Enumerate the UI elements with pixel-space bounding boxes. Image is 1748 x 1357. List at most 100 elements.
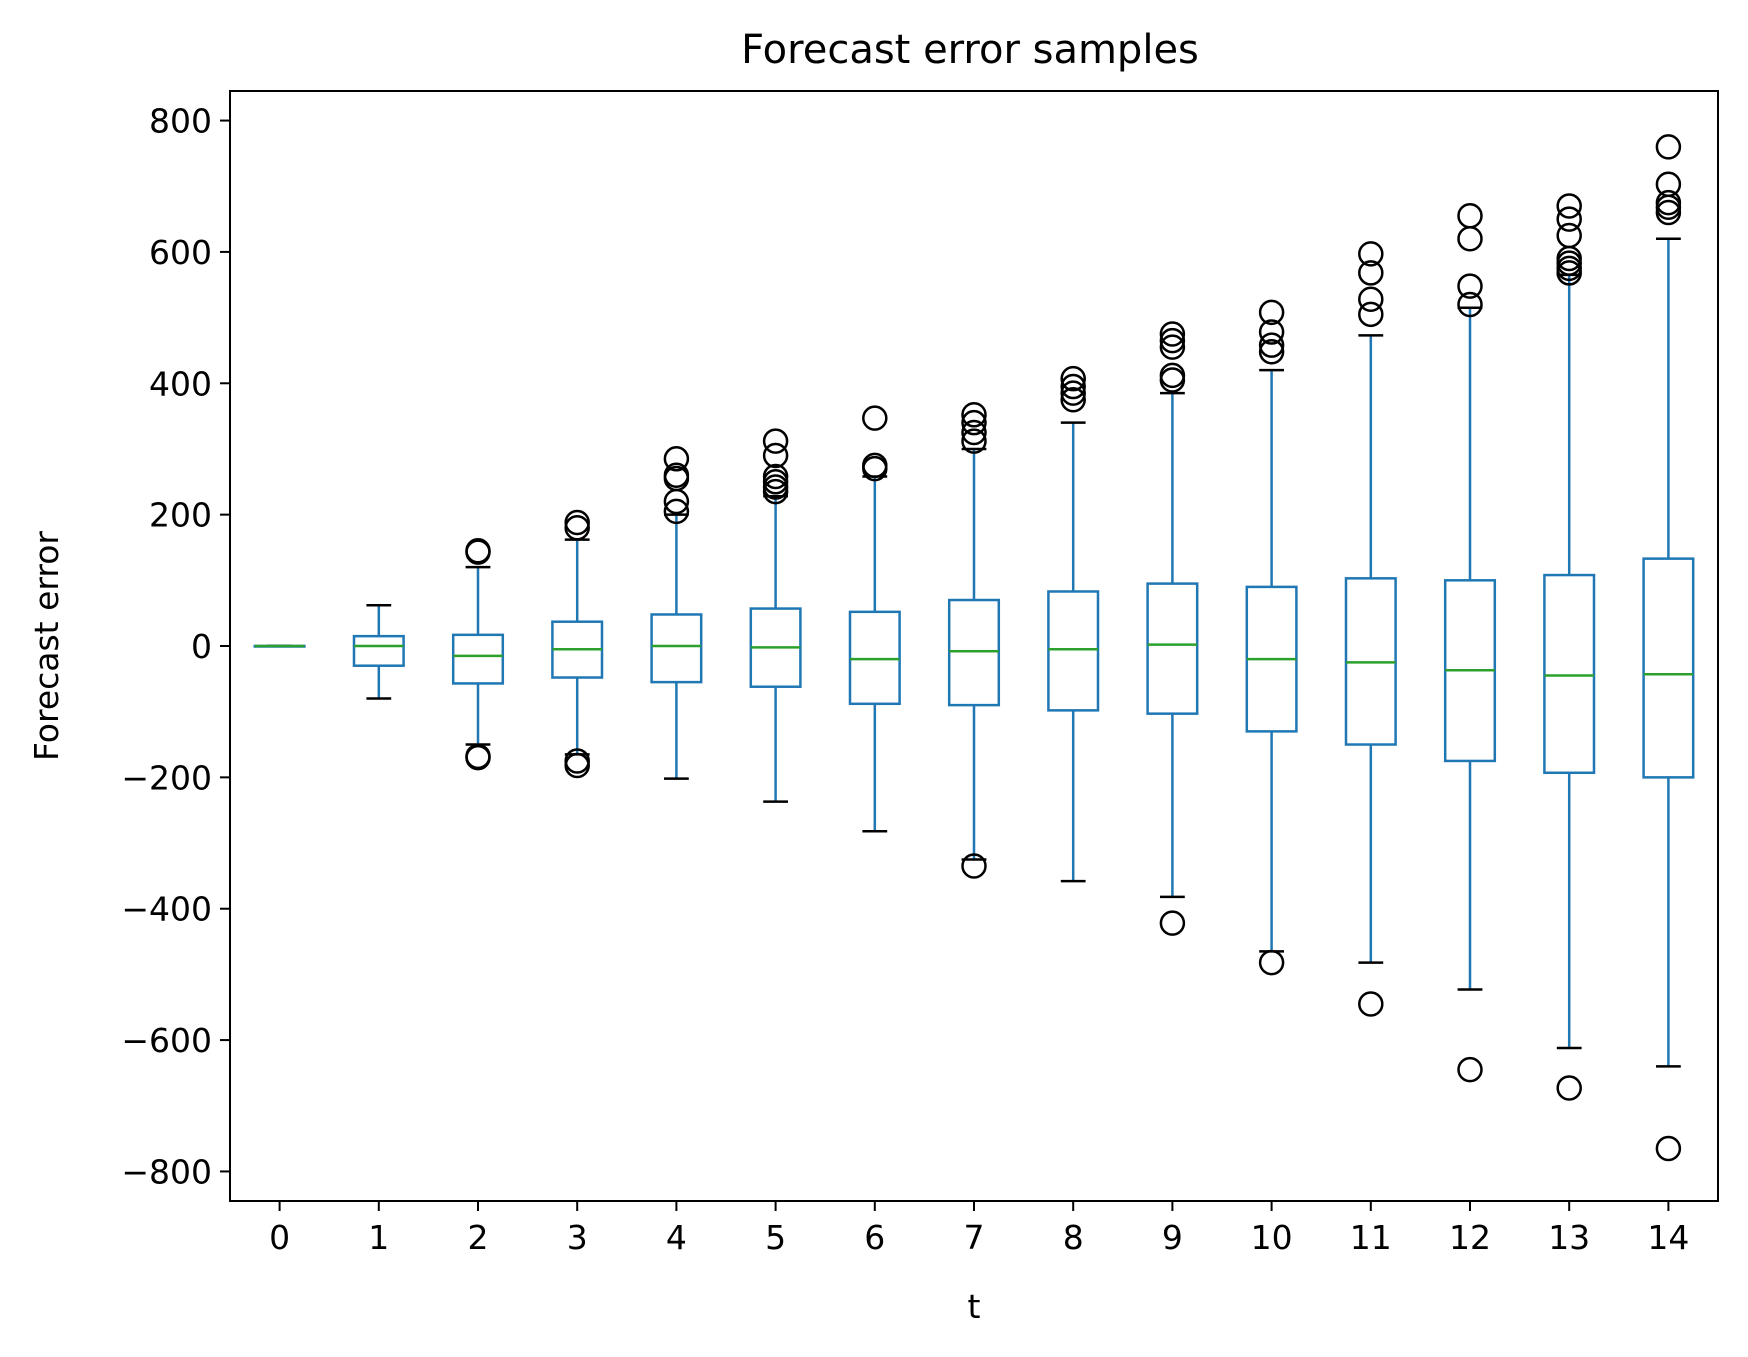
outlier-point: [1655, 134, 1682, 160]
plot-marks: [253, 134, 1695, 1162]
box-group-t-5: [749, 428, 802, 803]
outlier-point: [961, 428, 987, 454]
outlier-point: [465, 744, 491, 771]
outlier-point: [1457, 1056, 1483, 1083]
box-group-t-6: [848, 405, 901, 833]
outlier-point: [961, 409, 987, 436]
x-tick-label: 4: [666, 1218, 687, 1257]
outlier-point: [1159, 362, 1186, 389]
outlier-point: [663, 446, 690, 472]
box-group-t-9: [1146, 321, 1199, 936]
x-tick-label: 3: [567, 1218, 588, 1257]
box: [1642, 557, 1695, 779]
y-tick-label: −200: [121, 758, 212, 797]
outlier-point: [564, 752, 590, 779]
x-tick-label: 9: [1162, 1218, 1183, 1257]
outlier-point: [663, 498, 690, 525]
box: [947, 598, 1001, 707]
outlier-point: [1258, 319, 1285, 345]
box-group-t-8: [1047, 365, 1100, 883]
outlier-point: [1457, 291, 1483, 318]
y-axis-label: Forecast error: [27, 531, 66, 761]
outlier-point: [1457, 203, 1483, 229]
outlier-point: [1556, 193, 1582, 219]
outlier-point: [1258, 332, 1285, 358]
box-group-t-14: [1642, 134, 1695, 1162]
box-group-t-0: [253, 644, 306, 648]
outlier-point: [1358, 286, 1384, 312]
box-group-t-13: [1543, 193, 1596, 1101]
outlier-point: [1159, 321, 1186, 347]
chart-title: Forecast error samples: [741, 27, 1199, 73]
x-tick-label: 5: [765, 1218, 786, 1257]
box: [352, 634, 405, 667]
x-tick-label: 0: [269, 1218, 290, 1257]
outlier-point: [1655, 171, 1682, 198]
box: [1047, 590, 1100, 712]
box-group-t-4: [650, 446, 703, 780]
x-tick-label: 10: [1251, 1218, 1293, 1257]
x-tick-label: 7: [964, 1218, 985, 1257]
outlier-point: [862, 405, 888, 431]
outlier-point: [1159, 334, 1186, 360]
outlier-point: [1358, 241, 1384, 267]
outlier-point: [961, 419, 987, 446]
x-axis-label: t: [968, 1287, 981, 1326]
box-group-t-2: [451, 538, 505, 771]
box: [451, 633, 505, 685]
outlier-point: [1258, 299, 1285, 326]
outlier-point: [1556, 1075, 1582, 1101]
box-group-t-12: [1443, 203, 1497, 1083]
outlier-point: [1556, 206, 1582, 232]
outlier-point: [1358, 260, 1384, 286]
outlier-point: [1358, 301, 1384, 328]
y-tick-label: −800: [121, 1152, 212, 1191]
box: [650, 613, 703, 684]
x-tick-label: 12: [1449, 1218, 1491, 1257]
outlier-point: [961, 853, 987, 879]
outlier-point: [862, 452, 888, 479]
box: [1146, 582, 1199, 715]
y-tick-label: −600: [121, 1021, 212, 1060]
box: [1543, 573, 1596, 775]
y-axis: −800 −600 −400 −200 0 200 400 600 800: [121, 102, 230, 1191]
y-tick-label: 800: [149, 102, 212, 141]
outlier-point: [1655, 189, 1682, 216]
y-tick-label: 400: [149, 364, 212, 403]
outlier-point: [762, 463, 789, 490]
x-tick-label: 14: [1647, 1218, 1689, 1257]
outlier-point: [465, 538, 491, 564]
y-tick-label: 0: [191, 627, 212, 666]
outlier-point: [961, 402, 987, 428]
box-group-t-1: [352, 604, 405, 700]
outlier-point: [762, 442, 789, 469]
box: [848, 610, 901, 706]
outlier-point: [762, 428, 789, 454]
outlier-point: [1655, 1135, 1682, 1162]
x-tick-label: 13: [1548, 1218, 1590, 1257]
x-tick-label: 2: [468, 1218, 489, 1257]
outlier-point: [564, 509, 590, 536]
outlier-point: [1358, 991, 1384, 1017]
outlier-point: [1159, 327, 1186, 354]
outlier-point: [663, 462, 690, 488]
outlier-point: [1060, 365, 1086, 392]
box-group-t-7: [947, 402, 1001, 879]
x-tick-label: 1: [368, 1218, 389, 1257]
x-axis: 0 1 2 3 4 5 6 7 8 9 10 11 12 13 14: [269, 1201, 1689, 1257]
outlier-point: [1060, 380, 1086, 406]
box-group-t-11: [1344, 241, 1397, 1017]
x-tick-label: 6: [864, 1218, 885, 1257]
outlier-point: [1258, 339, 1285, 365]
outlier-point: [1258, 949, 1285, 976]
outlier-point: [1060, 373, 1086, 400]
outlier-point: [1060, 386, 1086, 413]
y-tick-label: 200: [149, 496, 212, 535]
box-group-t-10: [1245, 299, 1298, 976]
outlier-point: [1159, 910, 1186, 936]
x-tick-label: 8: [1063, 1218, 1084, 1257]
outlier-point: [1556, 222, 1582, 249]
outlier-point: [1457, 273, 1483, 299]
